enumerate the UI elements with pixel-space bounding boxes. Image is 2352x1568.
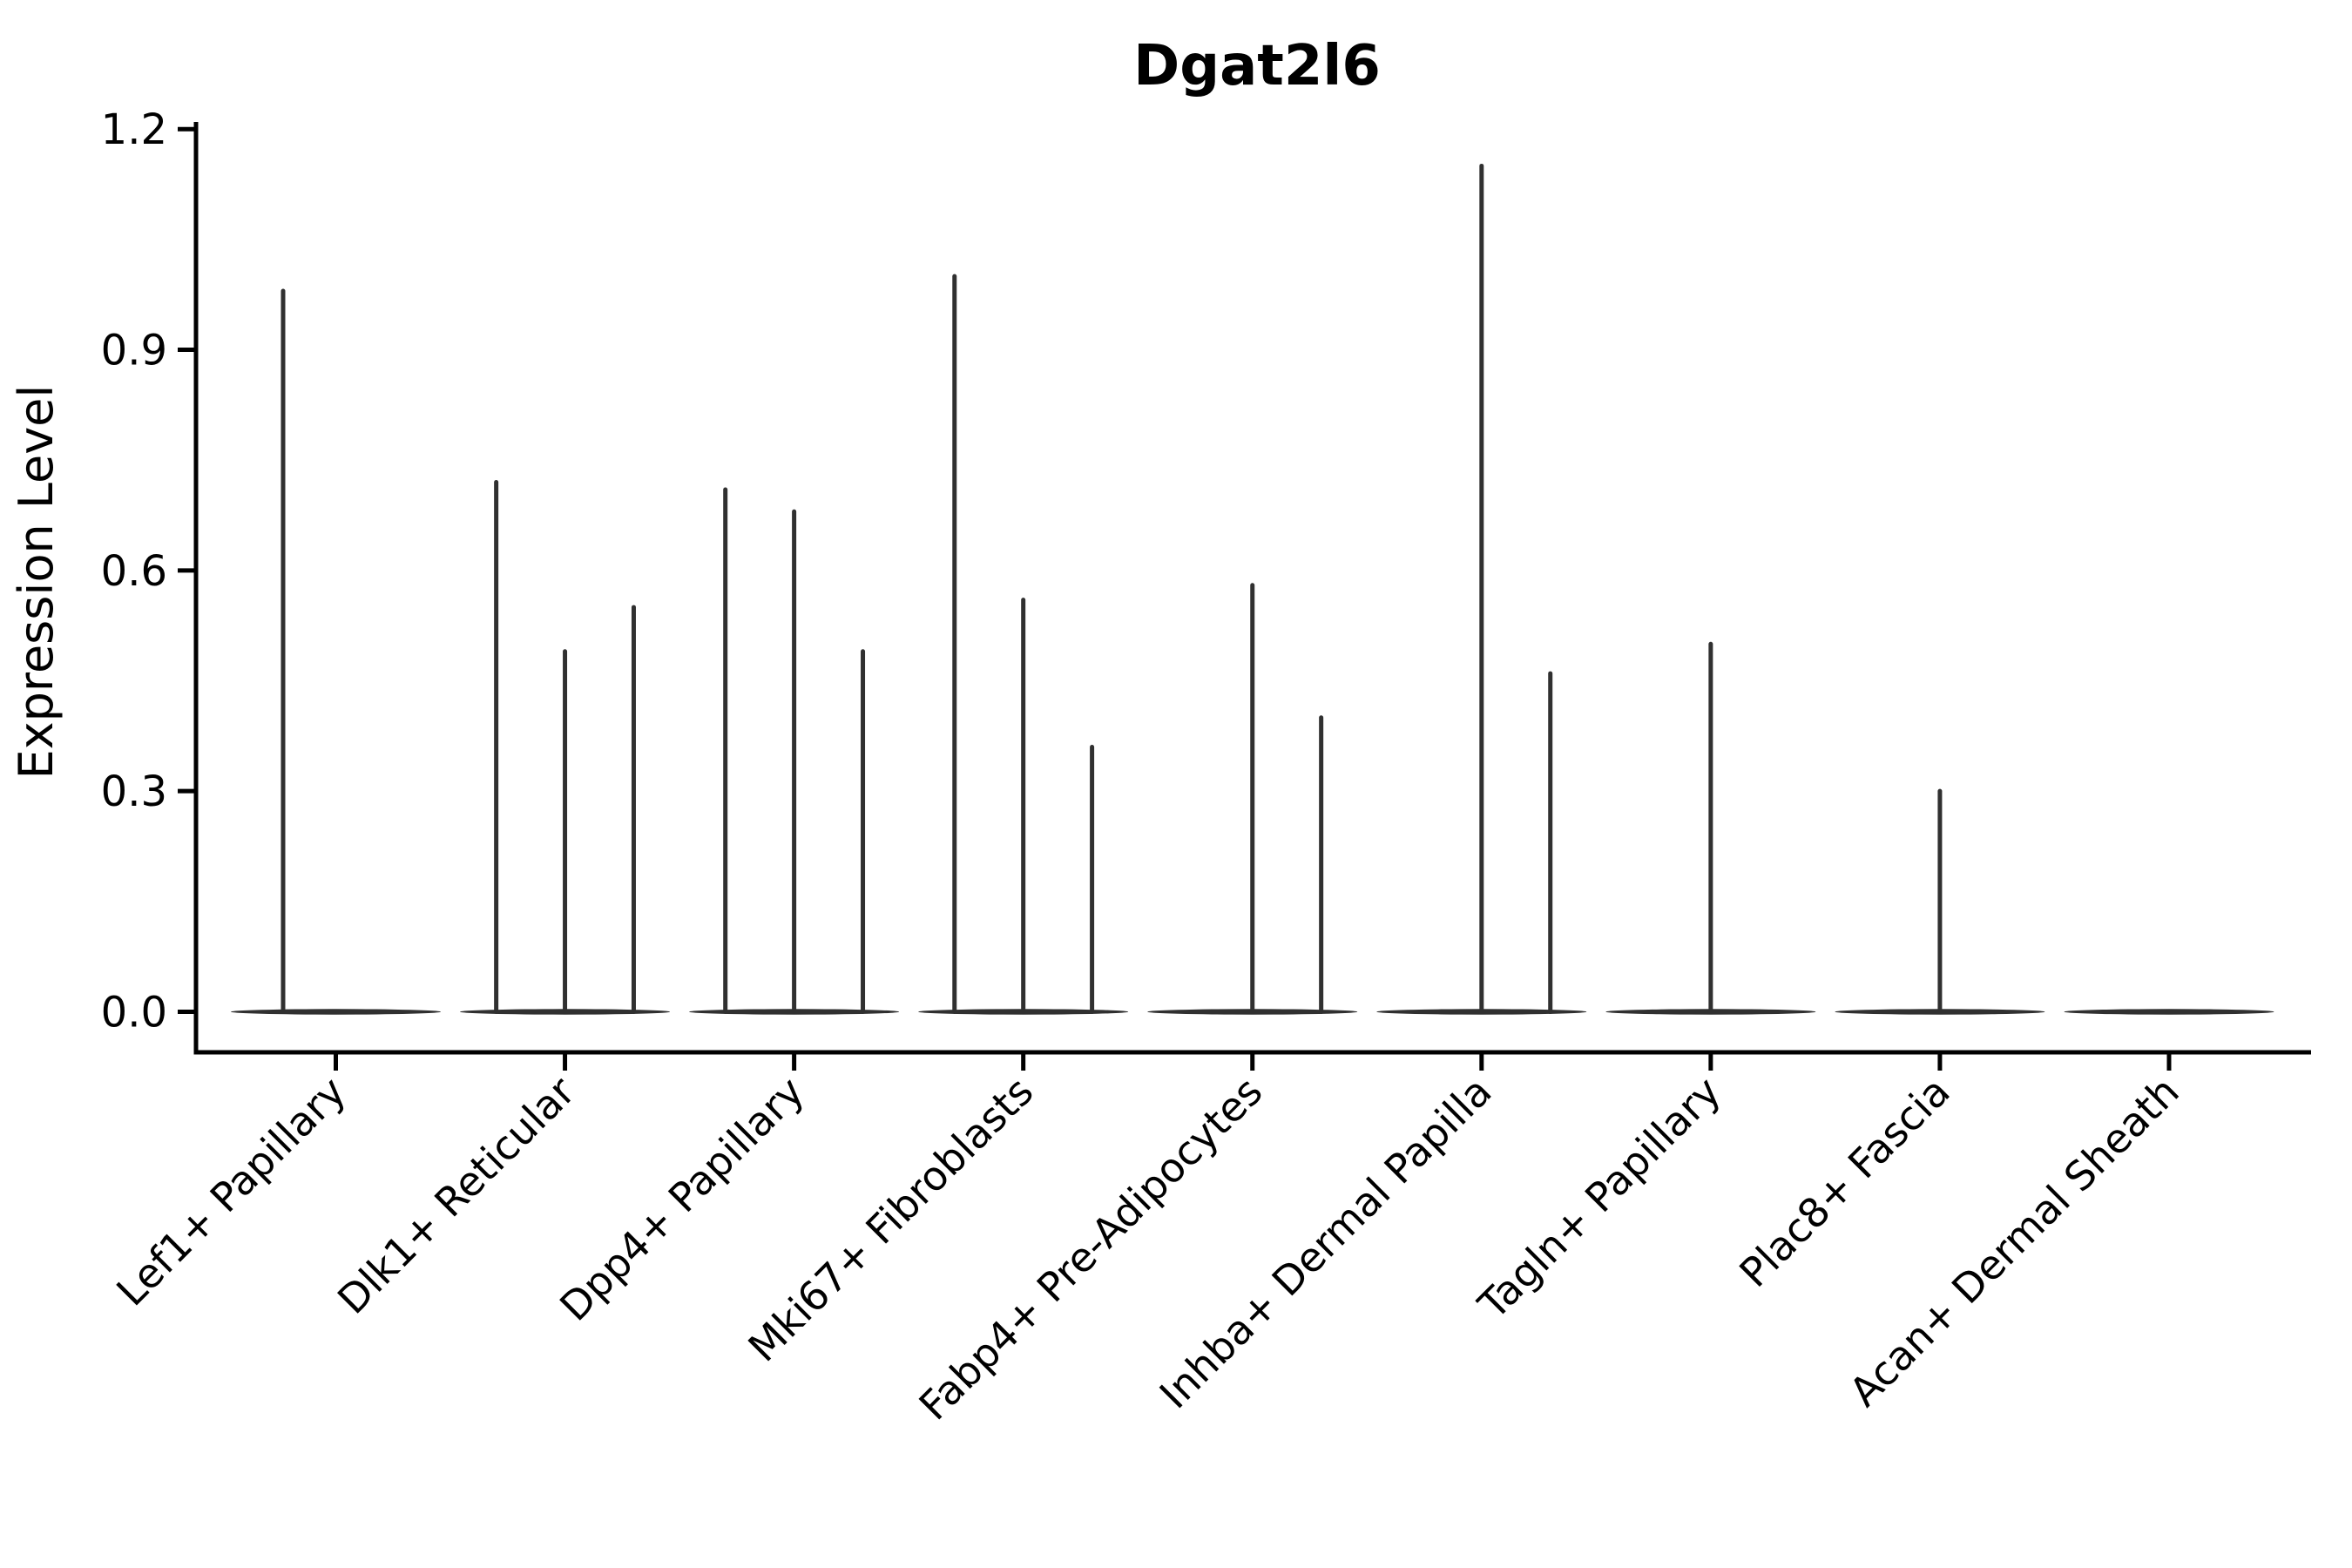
y-tick-label: 1.2 [101, 105, 167, 154]
y-tick-label: 0.9 [101, 327, 167, 375]
y-tick-label: 0.3 [101, 767, 167, 816]
x-tick-label: Tagln+ Papillary [1469, 1068, 1730, 1329]
violin-base [231, 1009, 441, 1015]
y-tick-label: 0.0 [101, 989, 167, 1037]
violin-marks-layer [231, 163, 2274, 1015]
y-tick-label: 0.6 [101, 547, 167, 596]
axes-layer [178, 122, 2311, 1071]
x-tick-label: Plac8+ Fascia [1730, 1068, 1958, 1296]
x-tick-label: Dpp4+ Papillary [551, 1068, 813, 1330]
violin-base [2064, 1009, 2274, 1015]
y-axis-label: Expression Level [9, 385, 64, 780]
plot-title: Dgat2l6 [1133, 34, 1381, 98]
x-tick-label: Dlk1+ Reticular [328, 1068, 584, 1323]
x-tick-label: Lef1+ Papillary [107, 1068, 355, 1315]
